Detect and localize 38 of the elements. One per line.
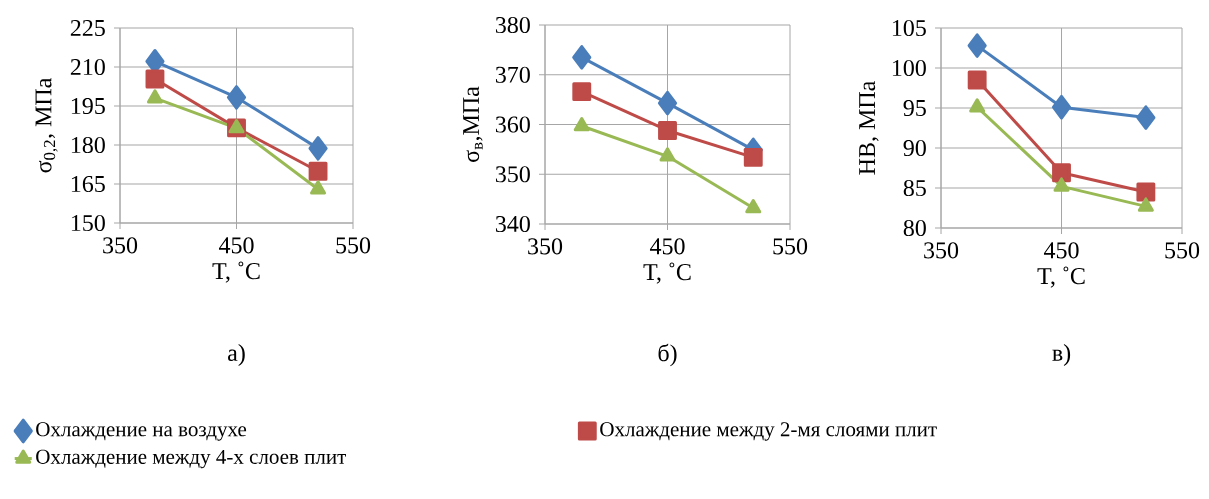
y-tick-label: 350: [495, 166, 530, 183]
x-axis-title: T, ˚C: [212, 261, 260, 283]
text: а): [228, 344, 245, 366]
y-axis-title: σ$_{0,2}$, МПа: [35, 77, 58, 173]
x-axis-title: T, ˚C: [643, 262, 691, 284]
y-tick-label: 210: [70, 58, 105, 76]
y-tick-label: 85: [903, 179, 926, 197]
x-tick-label: 350: [528, 238, 563, 255]
x-tick-label: 550: [1165, 242, 1200, 259]
y-tick-label: 150: [71, 214, 105, 232]
legend-label: Охлаждение между 2-мя слоями плит: [600, 422, 937, 441]
legend-label: Охлаждение между 4-х слоев плит: [36, 449, 346, 469]
x-tick-label: 550: [773, 238, 808, 255]
legend-label: Охлаждение на воздухе: [36, 422, 247, 441]
x-tick-label: 350: [924, 242, 959, 259]
x-tick-label: 450: [649, 238, 685, 255]
y-tick-label: 340: [495, 215, 530, 233]
y-tick-label: 225: [70, 19, 105, 37]
y-tick-label: 90: [903, 139, 926, 157]
y-tick-label: 360: [495, 116, 530, 133]
x-tick-label: 550: [336, 237, 371, 254]
x-axis-title: T, ˚C: [1037, 266, 1085, 288]
y-tick-label: 380: [495, 16, 530, 34]
y-tick-label: 80: [903, 219, 926, 237]
x-tick-label: 350: [103, 237, 138, 254]
y-tick-label: 165: [71, 175, 105, 193]
y-tick-label: 195: [71, 97, 105, 115]
y-axis-title: HB, МПа: [859, 81, 879, 175]
text: б): [658, 343, 677, 367]
y-axis-title: σ$_{в}$,МПа: [463, 86, 483, 162]
x-tick-label: 450: [1043, 242, 1079, 259]
y-tick-label: 370: [495, 66, 530, 83]
text: в): [1052, 344, 1071, 366]
y-tick-label: 105: [892, 19, 926, 37]
y-tick-label: 100: [892, 59, 926, 77]
y-tick-label: 180: [71, 136, 105, 154]
y-tick-label: 95: [903, 99, 926, 117]
x-tick-label: 450: [218, 237, 254, 254]
